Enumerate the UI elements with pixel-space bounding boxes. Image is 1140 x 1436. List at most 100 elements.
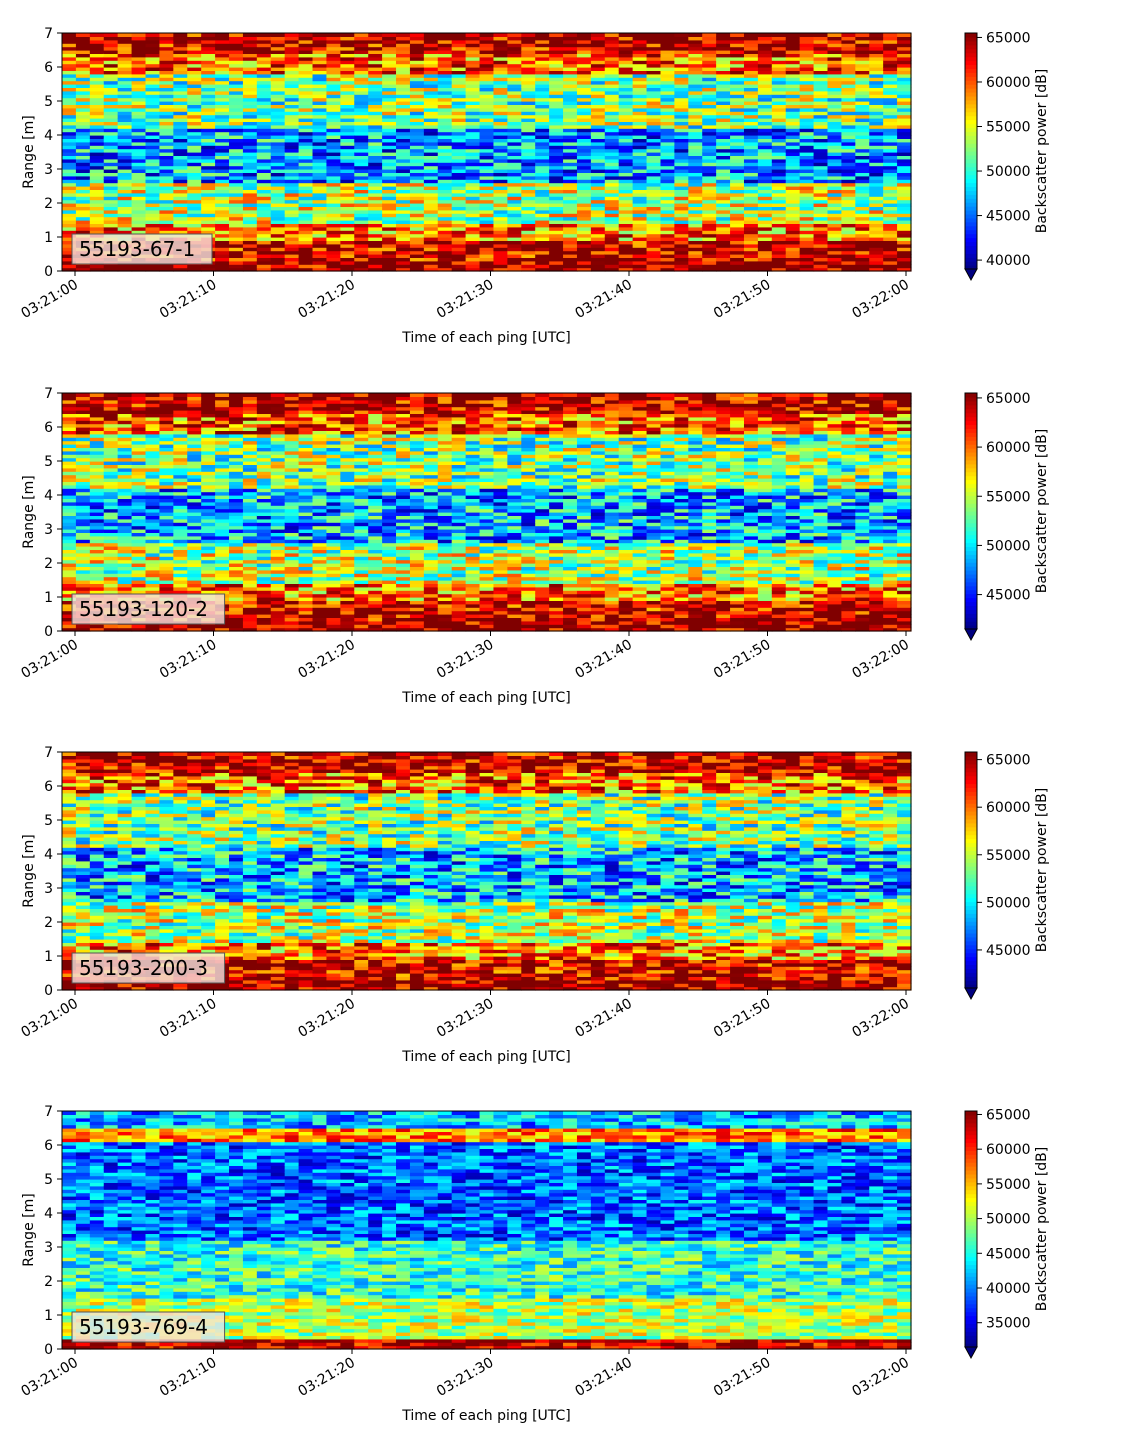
heatmap-cell [117, 192, 133, 197]
heatmap-cell [535, 104, 550, 109]
heatmap-cell [855, 73, 870, 78]
heatmap-cell [674, 63, 689, 68]
heatmap-cell [270, 267, 286, 272]
heatmap-cell [799, 250, 815, 255]
heatmap-cell [493, 141, 508, 146]
heatmap-cell [521, 135, 536, 139]
heatmap-cell [646, 165, 662, 170]
heatmap-cell [535, 90, 550, 95]
heatmap-cell [326, 172, 341, 177]
heatmap-cell [883, 33, 898, 37]
heatmap-cell [89, 583, 105, 588]
heatmap-cell [312, 192, 328, 197]
heatmap-cell [716, 141, 731, 146]
colorbar-segment [965, 194, 977, 199]
heatmap-cell [382, 257, 397, 262]
heatmap-cell [89, 586, 105, 591]
heatmap-cell [62, 36, 77, 41]
heatmap-cell [340, 250, 355, 255]
heatmap-cell [131, 498, 147, 503]
heatmap-cell [131, 192, 147, 197]
heatmap-cell [646, 169, 662, 173]
heatmap-cell [354, 145, 369, 150]
heatmap-cell [215, 141, 230, 146]
heatmap-cell [521, 46, 536, 51]
heatmap-cell [270, 87, 286, 92]
heatmap-cell [159, 444, 174, 448]
heatmap-cell [883, 111, 898, 116]
heatmap-cell [270, 230, 286, 235]
heatmap-cell [270, 97, 286, 102]
heatmap-cell [563, 56, 578, 61]
heatmap-cell [117, 94, 133, 99]
heatmap-cell [702, 247, 717, 252]
heatmap-cell [117, 590, 133, 595]
heatmap-cell [89, 420, 105, 425]
heatmap-cell [632, 90, 648, 95]
heatmap-cell [757, 216, 773, 221]
heatmap-cell [256, 36, 272, 41]
heatmap-cell [883, 199, 898, 204]
colorbar-segment [965, 237, 977, 243]
heatmap-cell [521, 209, 536, 214]
heatmap-cell [201, 138, 216, 143]
heatmap-cell [479, 97, 495, 102]
heatmap-cell [576, 203, 592, 207]
heatmap-cell [479, 264, 495, 269]
heatmap-cell [618, 87, 634, 92]
heatmap-cell [326, 237, 341, 241]
heatmap-cell [103, 33, 119, 37]
heatmap-cell [62, 556, 77, 561]
heatmap-cell [521, 169, 536, 173]
heatmap-cell [340, 33, 355, 37]
heatmap-cell [549, 175, 564, 180]
heatmap-cell [785, 220, 801, 224]
heatmap-cell [465, 97, 481, 102]
heatmap-cell [660, 257, 675, 262]
heatmap-cell [535, 77, 550, 82]
heatmap-cell [284, 101, 300, 105]
heatmap-cell [897, 172, 912, 177]
heatmap-cell [89, 135, 105, 139]
heatmap-cell [590, 104, 606, 109]
heatmap-cell [284, 209, 300, 214]
colorbar-segment [965, 186, 977, 191]
heatmap-cell [604, 111, 620, 116]
heatmap-cell [242, 209, 258, 214]
heatmap-cell [201, 175, 216, 180]
heatmap-cell [757, 84, 773, 88]
heatmap-cell [799, 141, 815, 146]
heatmap-cell [507, 182, 522, 187]
heatmap-cell [340, 189, 355, 194]
heatmap-cell [827, 138, 843, 143]
heatmap-cell [451, 179, 467, 184]
heatmap-cell [270, 67, 286, 71]
heatmap-cell [145, 447, 161, 452]
heatmap-cell [869, 155, 884, 160]
heatmap-cell [131, 556, 147, 561]
heatmap-cell [215, 33, 230, 37]
heatmap-cell [855, 84, 870, 88]
heatmap-cell [437, 77, 453, 82]
heatmap-cell [897, 230, 912, 235]
heatmap-cell [368, 267, 383, 272]
heatmap-cell [646, 131, 662, 136]
heatmap-cell [368, 206, 383, 211]
heatmap-cell [382, 199, 397, 204]
heatmap-cell [382, 114, 397, 119]
heatmap-cell [646, 158, 662, 163]
heatmap-cell [576, 80, 592, 85]
heatmap-cell [688, 158, 703, 163]
heatmap-cell [465, 53, 481, 58]
heatmap-cell [646, 141, 662, 146]
heatmap-cell [827, 114, 843, 119]
heatmap-cell [604, 233, 620, 238]
heatmap-cell [549, 189, 564, 194]
heatmap-cell [117, 539, 133, 544]
heatmap-cell [521, 94, 536, 99]
heatmap-cell [103, 396, 119, 401]
heatmap-cell [187, 94, 202, 99]
heatmap-cell [173, 546, 188, 550]
heatmap-cell [159, 124, 174, 129]
heatmap-cell [743, 114, 759, 119]
